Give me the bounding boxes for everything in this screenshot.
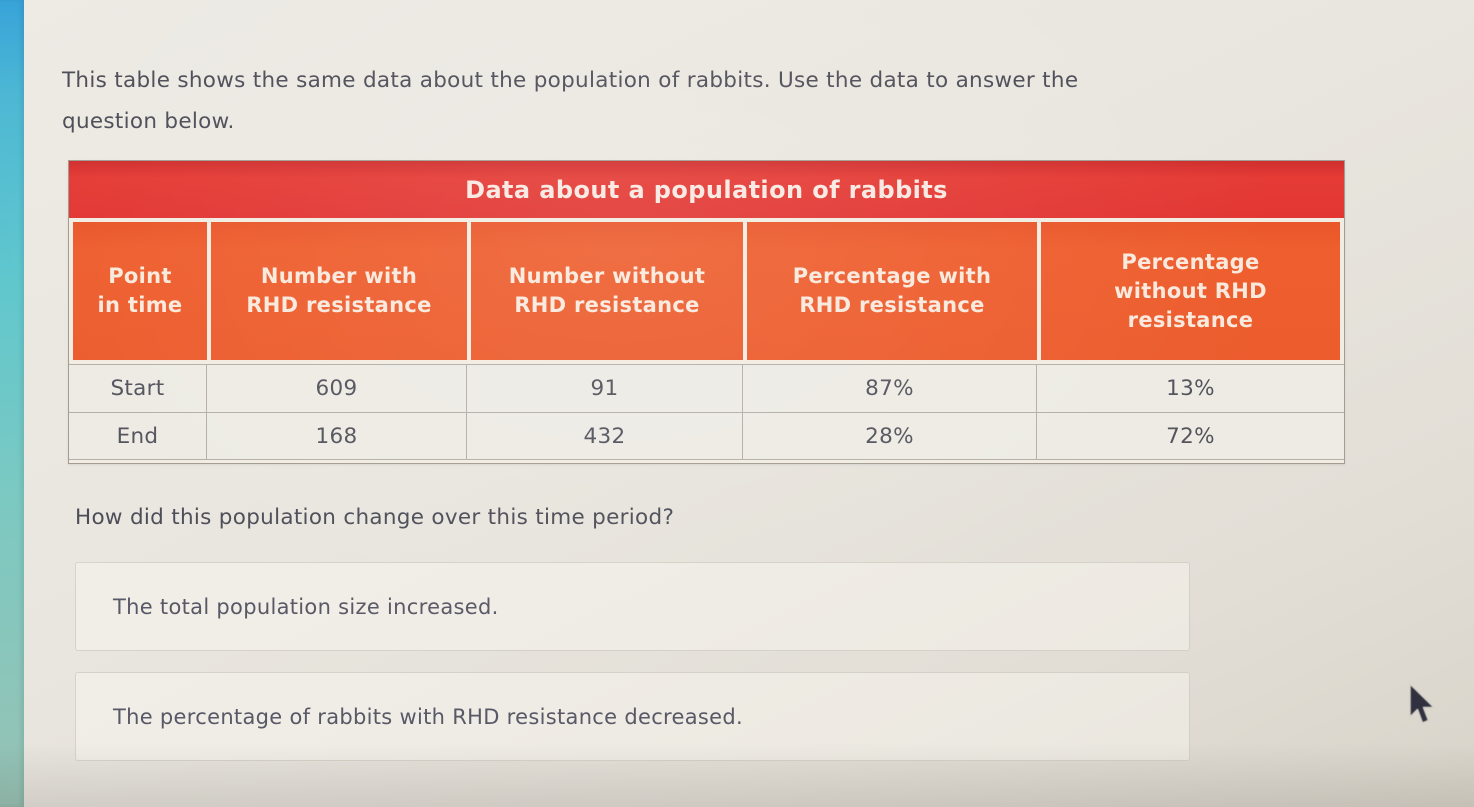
cell-percentage-without-rhd: 72%	[1166, 423, 1215, 449]
table-row-start: Start 609 91 87% 13%	[69, 365, 1344, 412]
table-body: Start 609 91 87% 13% End 168 432 28% 72%	[69, 364, 1344, 460]
row-label: Start	[69, 365, 207, 412]
row-label: End	[69, 413, 207, 459]
left-accent-strip	[0, 0, 24, 807]
table-title: Data about a population of rabbits	[69, 161, 1344, 218]
cell-percentage-without-rhd: 13%	[1166, 376, 1215, 401]
cell-number-without-rhd: 91	[467, 365, 743, 412]
intro-text: This table shows the same data about the…	[62, 68, 1079, 134]
question-text: How did this population change over this…	[75, 505, 675, 530]
mouse-cursor-icon	[1409, 683, 1435, 724]
table-header-row: Point in time Number with RHD resistance…	[69, 218, 1344, 364]
table-bottom-padding	[69, 460, 1344, 463]
answer-option-label: The total population size increased.	[113, 594, 499, 619]
answer-option-percentage-rhd-decreased[interactable]: The percentage of rabbits with RHD resis…	[75, 672, 1190, 761]
column-header-number-with-rhd: Number with RHD resistance	[211, 222, 467, 360]
cell-percentage-with-rhd: 87%	[743, 365, 1037, 412]
cell-number-with-rhd: 609	[207, 365, 467, 412]
column-header-number-without-rhd: Number without RHD resistance	[471, 222, 743, 360]
column-header-percentage-with-rhd: Percentage with RHD resistance	[747, 222, 1037, 360]
table-row-end: End 168 432 28% 72%	[69, 412, 1344, 459]
answer-option-label: The percentage of rabbits with RHD resis…	[113, 704, 743, 729]
cell-percentage-with-rhd: 28%	[743, 413, 1037, 459]
column-header-point-in-time: Point in time	[73, 222, 207, 360]
rabbit-population-table: Data about a population of rabbits Point…	[68, 160, 1345, 464]
answer-option-total-population-increased[interactable]: The total population size increased.	[75, 562, 1190, 651]
cell-number-with-rhd: 168	[207, 413, 467, 459]
cell-number-without-rhd: 432	[467, 413, 743, 459]
column-header-percentage-without-rhd: Percentage without RHD resistance	[1041, 222, 1340, 360]
